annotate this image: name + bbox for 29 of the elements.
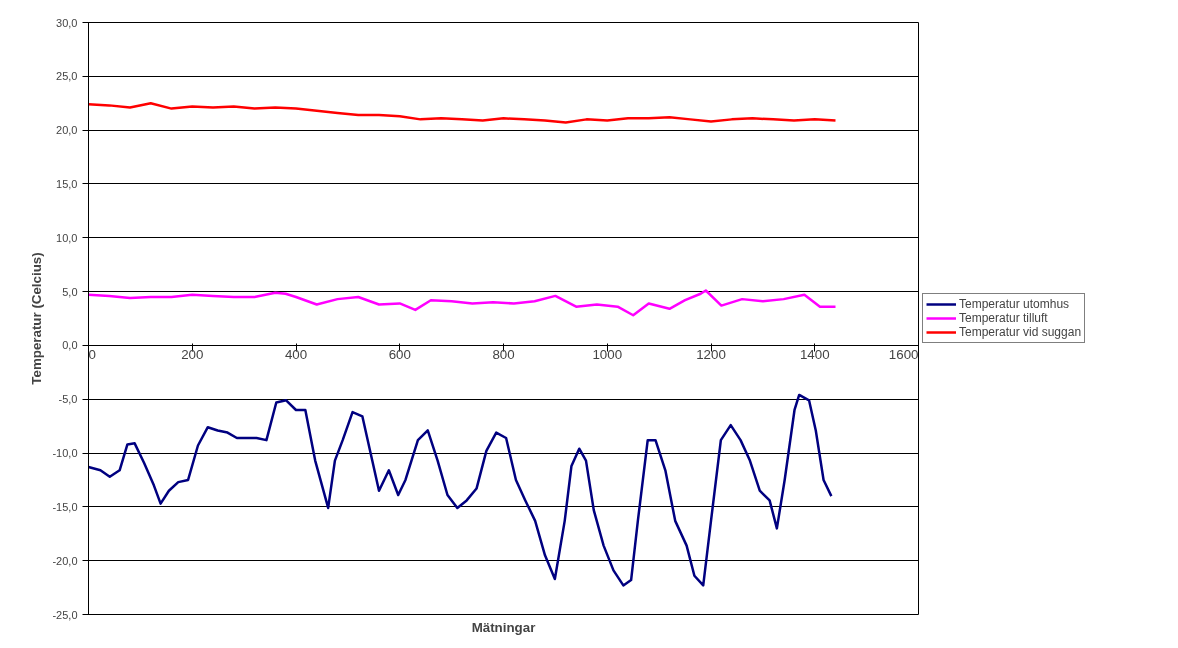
y-tick-label: 5,0 [62,285,78,298]
x-axis-title: Mätningar [471,619,536,635]
y-tick-label: -15,0 [52,500,78,513]
x-tick-label: 1400 [799,347,830,363]
legend-label: Temperatur utomhus [959,297,1070,311]
x-tick-label: 600 [388,347,411,363]
y-tick-label: 10,0 [56,231,78,244]
x-tick-label: 200 [181,347,204,363]
y-tick-label: 25,0 [56,70,78,83]
legend-label: Temperatur tilluft [959,311,1048,325]
y-tick-label: 15,0 [56,177,78,190]
legend-label: Temperatur vid suggan [959,325,1082,339]
line-series [88,101,837,124]
y-tick-label: -25,0 [52,608,78,621]
x-tick-label: 1000 [592,347,623,363]
x-tick-label: 800 [492,347,515,363]
y-tick-label: -20,0 [52,554,78,567]
y-tick-label: -5,0 [58,393,78,406]
x-tick-label: 400 [284,347,308,363]
x-tick-label: 1200 [696,347,726,363]
line-series [88,289,837,317]
x-tick-label: 1600 [888,347,919,363]
line-series [88,393,833,587]
y-tick-label: 0,0 [62,339,78,352]
y-tick-label: 30,0 [56,16,78,29]
y-tick-label: 20,0 [56,124,78,137]
y-axis-title: Temperatur (Celcius) [29,252,45,385]
y-tick-label: -10,0 [52,447,78,460]
x-tick-label: 0 [88,347,96,363]
